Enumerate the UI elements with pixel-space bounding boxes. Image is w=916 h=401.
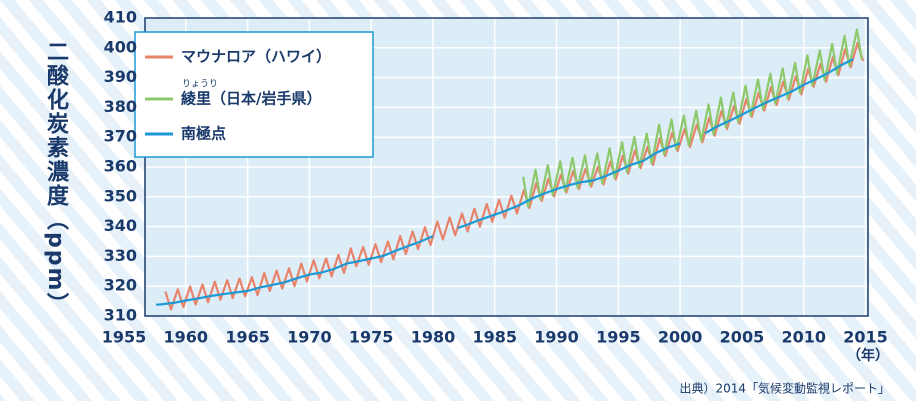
x-unit: （年） (847, 347, 889, 364)
y-tick-label: 320 (104, 276, 137, 295)
legend-box (134, 31, 374, 158)
x-tick-label: 2015 (843, 328, 888, 347)
x-tick-label: 1995 (596, 328, 641, 347)
y-tick-label: 410 (104, 8, 137, 27)
x-tick-label: 1975 (349, 328, 394, 347)
y-tick-label: 350 (104, 186, 137, 205)
x-tick-label: 2010 (781, 328, 826, 347)
y-tick-label: 390 (104, 67, 137, 86)
source: 出典）2014「気候変動監視レポート」 (679, 381, 890, 396)
x-tick-label: 2000 (658, 328, 703, 347)
x-tick-label: 1960 (164, 328, 209, 347)
legend-label: 綾里（日本/岩手県） (181, 90, 321, 108)
y-tick-label: 380 (104, 97, 137, 116)
x-tick-label: 1955 (102, 328, 147, 347)
ruby: りょうり (182, 79, 218, 90)
legend-label: 南極点 (181, 125, 226, 143)
x-tick-label: 1985 (472, 328, 517, 347)
y-axis-label: 二酸化炭素濃度（ppm） (43, 40, 69, 316)
series-line (164, 41, 865, 311)
x-tick-label: 1990 (534, 328, 579, 347)
x-tick-label: 1970 (287, 328, 332, 347)
y-tick-label: 370 (104, 127, 137, 146)
legend-label: マウナロア（ハワイ） (181, 48, 331, 66)
y-tick-label: 330 (104, 246, 137, 265)
y-tick-label: 310 (104, 306, 137, 325)
y-tick-label: 340 (104, 216, 137, 235)
x-tick-label: 2005 (720, 328, 765, 347)
y-tick-label: 400 (104, 37, 137, 56)
x-tick-label: 1965 (225, 328, 270, 347)
series-line (156, 58, 854, 306)
plot-frame (144, 17, 869, 317)
y-tick-label: 360 (104, 157, 137, 176)
x-tick-label: 1980 (411, 328, 456, 347)
